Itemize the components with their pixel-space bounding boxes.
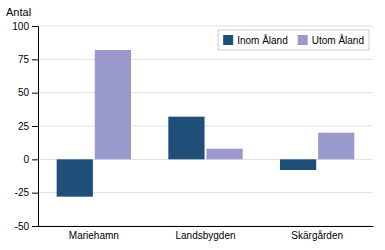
- y-tick-mark: [32, 126, 38, 127]
- bar: [280, 159, 316, 170]
- x-axis: Mariehamn Landsbygden Skärgården: [39, 226, 374, 241]
- y-tick-mark: [32, 226, 38, 227]
- y-tick-mark: [32, 26, 38, 27]
- bar: [95, 50, 131, 159]
- grid-line: [38, 26, 373, 27]
- x-tick-label: Skärgården: [291, 230, 343, 241]
- bars: [57, 50, 355, 197]
- grid-line: [38, 126, 373, 127]
- legend-label: Utom Åland: [312, 34, 364, 46]
- grid-line: [38, 226, 373, 227]
- legend-frame: [218, 30, 369, 50]
- grid: [38, 26, 373, 226]
- bar: [206, 149, 242, 160]
- grid-line: [38, 92, 373, 93]
- x-tick: Mariehamn: [69, 226, 119, 241]
- y-tick-label: -25: [15, 187, 30, 198]
- plot: -50 -25 0 25 50 75 100 Mariehamn Landsbygden Skär…: [12, 21, 373, 241]
- legend-swatch: [298, 35, 308, 45]
- bar: [168, 117, 204, 160]
- bar: [318, 133, 354, 160]
- grid-line: [38, 59, 373, 60]
- y-tick: 50: [18, 87, 38, 98]
- legend-label: Inom Åland: [237, 34, 288, 46]
- y-tick: 0: [23, 154, 38, 165]
- y-label: Antal: [6, 6, 31, 18]
- y-tick: -25: [15, 187, 38, 198]
- y-tick-label: -50: [15, 221, 30, 232]
- y-tick: 75: [18, 54, 38, 65]
- y-tick-label: 0: [23, 154, 29, 165]
- legend-swatch: [223, 35, 233, 45]
- y-tick-mark: [32, 93, 38, 94]
- y-tick: -50: [15, 221, 38, 232]
- y-tick: 100: [12, 21, 38, 32]
- y-tick: 25: [18, 121, 38, 132]
- bar: [57, 159, 93, 196]
- y-axis: -50 -25 0 25 50 75 100: [12, 21, 38, 232]
- x-tick-label: Landsbygden: [175, 230, 235, 241]
- y-tick-label: 50: [18, 87, 30, 98]
- y-tick-mark: [32, 59, 38, 60]
- x-tick: Skärgården: [291, 226, 343, 241]
- y-axis-line: [32, 27, 39, 227]
- y-tick-mark: [32, 193, 38, 194]
- y-tick-label: 100: [12, 21, 29, 32]
- y-tick-label: 75: [18, 54, 30, 65]
- chart: -50 -25 0 25 50 75 100 Mariehamn Landsbygden Skär…: [0, 0, 385, 250]
- legend: Inom Åland Utom Åland: [218, 30, 369, 50]
- x-tick: Landsbygden: [175, 226, 235, 241]
- x-axis-line: [39, 226, 374, 227]
- y-tick-label: 25: [18, 121, 30, 132]
- y-tick-mark: [32, 159, 38, 160]
- x-tick-label: Mariehamn: [69, 230, 119, 241]
